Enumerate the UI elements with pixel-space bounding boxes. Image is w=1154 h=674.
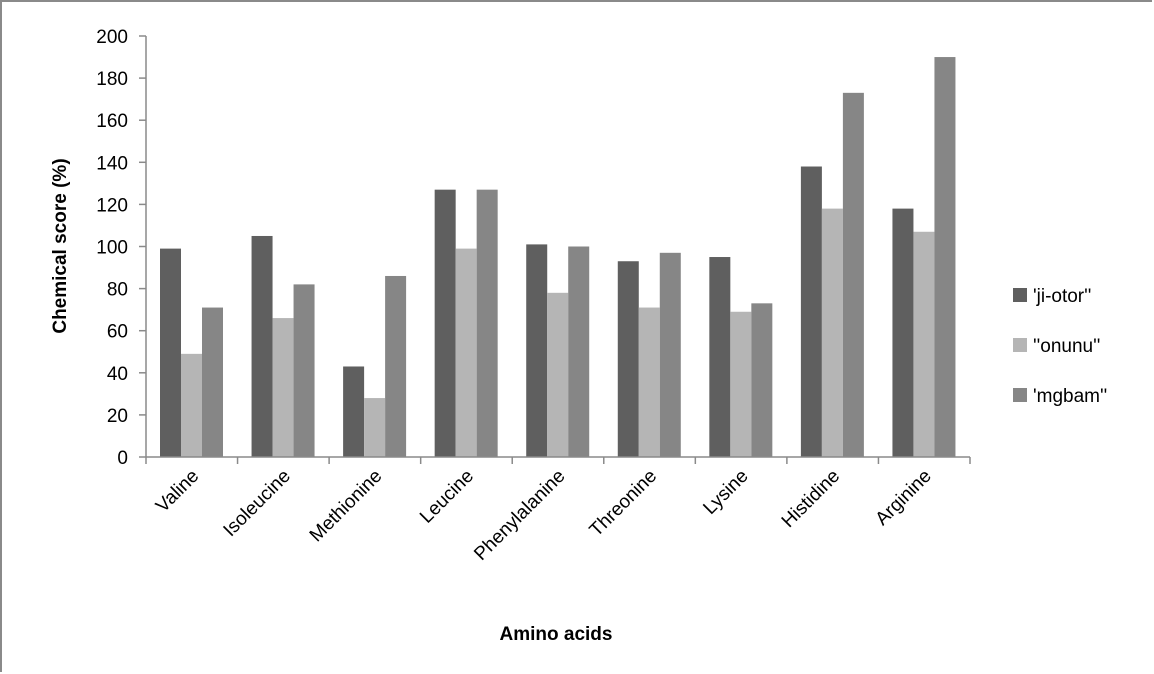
y-axis: 0 20 40 60 80 100 120 140 160 180 200 [96, 27, 147, 469]
y-tick-label: 60 [107, 322, 128, 343]
y-tick-label: 120 [96, 195, 128, 216]
bar-3-histidine [842, 92, 864, 458]
legend-swatch-3 [1013, 388, 1027, 402]
y-tick-label: 200 [96, 27, 128, 48]
bar-3-valine [202, 307, 223, 457]
legend-swatch-1 [1013, 288, 1027, 302]
bar-1-phenylalanine [526, 244, 548, 457]
bar-2-lysine [730, 311, 752, 457]
bar-2-leucine [455, 248, 477, 457]
bar-2-phenylalanine [547, 292, 569, 457]
bars [160, 57, 956, 458]
x-tick-label: Histidine [778, 466, 844, 532]
x-tick-label: Phenylalanine [470, 466, 569, 565]
y-tick-label: 20 [107, 406, 128, 427]
bar-1-arginine [892, 208, 914, 457]
y-tick-label: 0 [117, 448, 128, 469]
bar-3-lysine [751, 303, 773, 457]
x-tick-label: Lysine [699, 466, 752, 519]
bar-3-isoleucine [293, 284, 315, 457]
legend: 'ji-otor'' ''onunu'' 'mgbam'' [1013, 286, 1107, 407]
bar-1-lysine [709, 257, 731, 457]
y-axis-title: Chemical score (%) [50, 158, 71, 333]
y-tick-label: 180 [96, 69, 128, 90]
x-tick-label: Valine [152, 466, 203, 517]
bar-1-leucine [434, 189, 456, 458]
bar-1-valine [160, 248, 181, 457]
y-tick-label: 160 [96, 111, 128, 132]
bar-3-leucine [476, 189, 498, 458]
bar-3-methionine [385, 275, 407, 457]
bar-1-isoleucine [251, 235, 273, 457]
bar-1-threonine [617, 261, 639, 457]
bar-3-arginine [934, 57, 956, 458]
legend-label-2: ''onunu'' [1033, 336, 1100, 357]
bar-2-isoleucine [272, 318, 294, 457]
bar-2-histidine [821, 208, 843, 457]
x-tick-label: Methionine [306, 466, 387, 547]
y-tick-label: 100 [96, 238, 128, 259]
legend-label-1: 'ji-otor'' [1033, 286, 1091, 307]
bar-2-valine [181, 353, 202, 457]
bar-1-histidine [800, 166, 822, 457]
x-axis: Valine Isoleucine Methionine LeucinePhenyla… [145, 456, 971, 565]
legend-label-3: 'mgbam'' [1033, 386, 1107, 407]
bar-1-methionine [343, 366, 365, 457]
y-tick-label: 40 [107, 364, 128, 385]
x-tick-label: Threonine [586, 466, 661, 541]
bar-2-arginine [913, 231, 935, 457]
x-tick-label: Leucine [416, 466, 478, 528]
legend-swatch-2 [1013, 338, 1027, 352]
x-tick-label: Isoleucine [220, 466, 295, 541]
y-tick-label: 80 [107, 280, 128, 301]
bar-2-threonine [638, 307, 660, 457]
bar-3-threonine [659, 252, 681, 457]
bar-3-phenylalanine [568, 246, 590, 457]
x-tick-label: Arginine [872, 466, 936, 530]
bar-2-methionine [364, 398, 386, 457]
y-tick-label: 140 [96, 153, 128, 174]
x-axis-title: Amino acids [500, 624, 613, 645]
